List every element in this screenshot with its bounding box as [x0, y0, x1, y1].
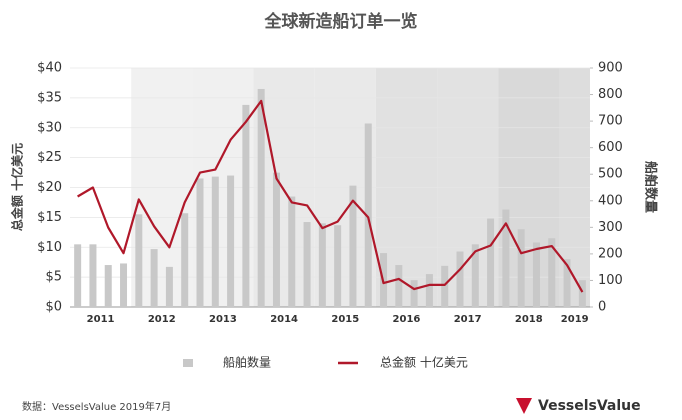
x-tick-label: 2012 [148, 314, 176, 325]
line [77, 99, 584, 293]
bar [303, 222, 311, 307]
bar [318, 223, 326, 307]
y-tick-label: $10 [37, 240, 62, 255]
y-tick-label: $5 [45, 270, 62, 285]
bar [165, 266, 173, 307]
y2-tick-label: 0 [598, 300, 606, 315]
bar [257, 88, 265, 308]
y2-tick-label: 200 [598, 246, 623, 261]
x-tick-label: 2014 [270, 314, 298, 325]
x-tick-label: 2011 [87, 314, 115, 325]
y-tick-label: $20 [37, 180, 62, 195]
y-tick-label: $0 [45, 300, 62, 315]
y2-tick-label: 900 [598, 61, 623, 76]
y2-tick-label: 400 [598, 193, 623, 208]
chart-title: 全球新造船订单一览 [264, 11, 418, 32]
bar [89, 244, 97, 307]
x-tick-label: 2017 [454, 314, 482, 325]
bar [410, 280, 418, 307]
bar [456, 251, 464, 307]
bar [425, 274, 433, 307]
y-tick-label: $35 [37, 90, 62, 105]
bar [502, 209, 510, 307]
bar [548, 238, 556, 307]
bar [150, 249, 158, 307]
bar [196, 178, 204, 307]
bar [242, 104, 250, 307]
legend-swatch [183, 359, 193, 367]
y2-tick-label: 500 [598, 167, 623, 182]
x-tick-label: 2015 [331, 314, 359, 325]
y-axis-label: 总金额 十亿美元 [10, 143, 25, 231]
y-tick-label: $15 [37, 210, 62, 225]
legend-label: 总金额 十亿美元 [380, 355, 468, 370]
x-tick-label: 2016 [393, 314, 421, 325]
legend-label: 船舶数量 [223, 355, 271, 370]
bar [104, 265, 112, 307]
x-tick-label: 2013 [209, 314, 237, 325]
y2-tick-label: 300 [598, 220, 623, 235]
source: 数据：VesselsValue 2019年7月 [22, 400, 171, 413]
bar [181, 213, 189, 307]
y2-tick-label: 600 [598, 140, 623, 155]
bar [364, 123, 372, 307]
x-tick-label: 2018 [515, 314, 543, 325]
bar [517, 229, 525, 307]
y-tick-label: $25 [37, 150, 62, 165]
bar [563, 259, 571, 307]
logo: VesselsValue [538, 398, 641, 414]
bar [135, 214, 143, 307]
bar [471, 244, 479, 307]
bar [395, 265, 403, 307]
bar [441, 265, 449, 307]
bar [288, 196, 296, 307]
y2-axis-label: 船舶数量 [643, 161, 659, 213]
y2-tick-label: 100 [598, 273, 623, 288]
bar [74, 244, 82, 307]
bar [487, 218, 495, 307]
bar [349, 185, 357, 307]
bar [532, 242, 540, 307]
bar [227, 175, 235, 307]
y-tick-label: $30 [37, 120, 62, 135]
x-tick-label: 2019 [561, 314, 589, 325]
logo-icon [516, 398, 532, 414]
bar [272, 172, 280, 307]
y2-tick-label: 700 [598, 114, 623, 129]
bar [211, 176, 219, 307]
bar [334, 225, 342, 307]
bar [578, 280, 586, 307]
y-tick-label: $40 [37, 61, 62, 76]
y2-tick-label: 800 [598, 87, 623, 102]
bar [120, 263, 128, 307]
